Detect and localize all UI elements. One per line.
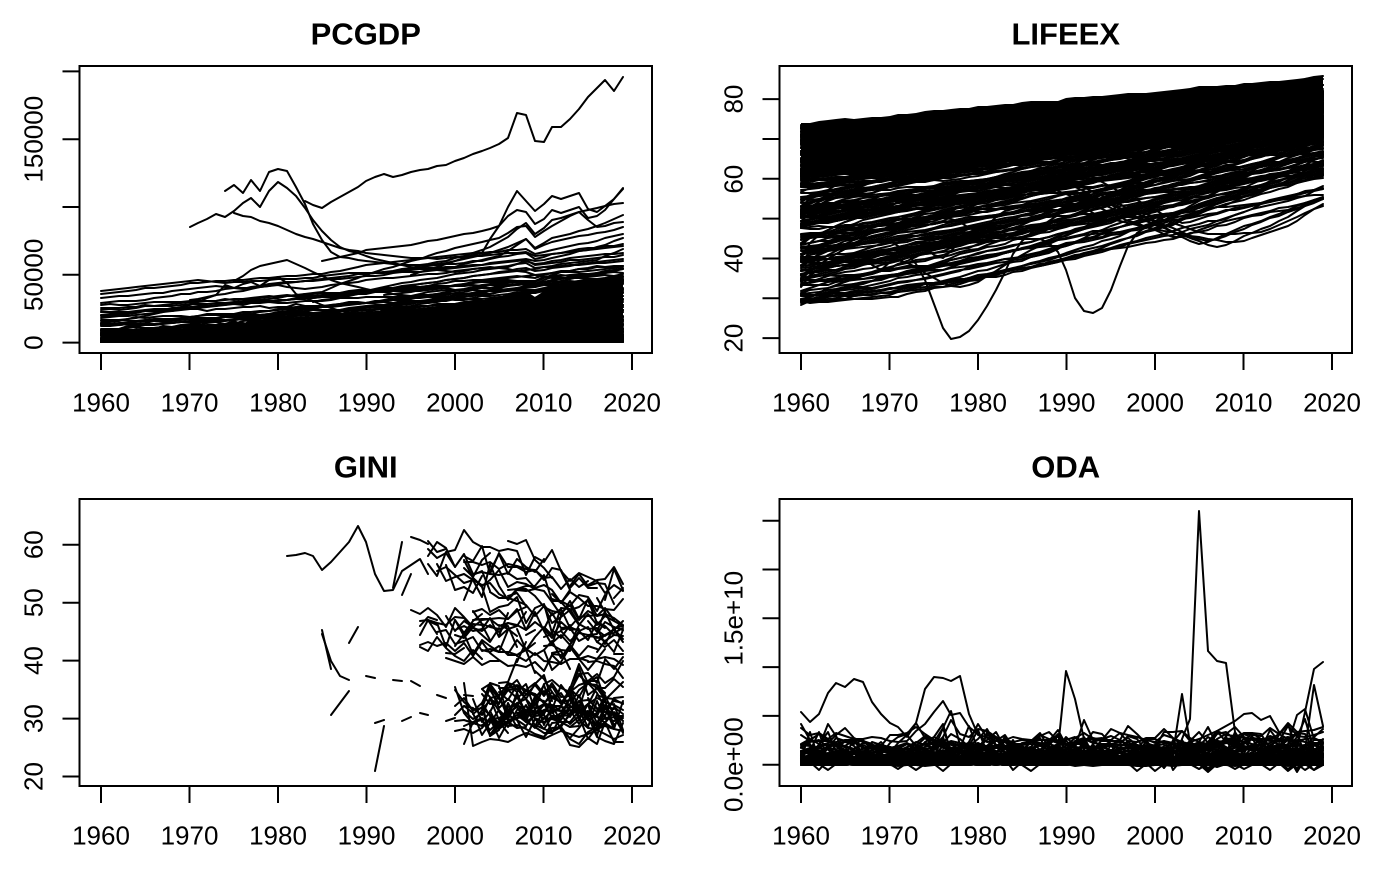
svg-text:1990: 1990 [1038, 388, 1096, 418]
svg-text:0: 0 [18, 335, 48, 349]
svg-text:50000: 50000 [18, 239, 48, 311]
svg-text:60: 60 [18, 530, 48, 559]
svg-text:1980: 1980 [949, 388, 1007, 418]
svg-text:ODA: ODA [1031, 450, 1100, 485]
svg-text:1980: 1980 [249, 821, 307, 851]
svg-text:GINI: GINI [334, 450, 398, 485]
svg-text:1960: 1960 [772, 821, 830, 851]
svg-text:1.5e+10: 1.5e+10 [718, 571, 748, 666]
svg-text:2000: 2000 [426, 388, 484, 418]
svg-text:1990: 1990 [338, 388, 396, 418]
svg-text:150000: 150000 [18, 96, 48, 183]
svg-text:2010: 2010 [1215, 388, 1273, 418]
svg-text:2000: 2000 [426, 821, 484, 851]
svg-text:1970: 1970 [861, 388, 919, 418]
svg-text:20: 20 [18, 762, 48, 791]
svg-text:2010: 2010 [515, 821, 573, 851]
svg-text:2010: 2010 [515, 388, 573, 418]
svg-text:PCGDP: PCGDP [311, 17, 421, 52]
svg-text:1990: 1990 [1038, 821, 1096, 851]
svg-text:1960: 1960 [772, 388, 830, 418]
svg-text:40: 40 [18, 646, 48, 675]
svg-text:1960: 1960 [72, 388, 130, 418]
svg-text:1970: 1970 [161, 821, 219, 851]
svg-text:80: 80 [718, 85, 748, 114]
svg-text:60: 60 [718, 165, 748, 194]
svg-text:1980: 1980 [249, 388, 307, 418]
svg-text:0.0e+00: 0.0e+00 [718, 717, 748, 812]
svg-text:40: 40 [718, 244, 748, 273]
svg-text:30: 30 [18, 704, 48, 733]
svg-text:2000: 2000 [1126, 821, 1184, 851]
svg-text:1970: 1970 [861, 821, 919, 851]
svg-text:LIFEEX: LIFEEX [1011, 17, 1120, 52]
svg-text:1960: 1960 [72, 821, 130, 851]
svg-text:2000: 2000 [1126, 388, 1184, 418]
svg-text:1970: 1970 [161, 388, 219, 418]
svg-text:2020: 2020 [603, 821, 661, 851]
svg-text:50: 50 [18, 588, 48, 617]
svg-text:2020: 2020 [1303, 821, 1361, 851]
svg-text:1980: 1980 [949, 821, 1007, 851]
svg-text:2020: 2020 [603, 388, 661, 418]
svg-text:2010: 2010 [1215, 821, 1273, 851]
svg-text:1990: 1990 [338, 821, 396, 851]
svg-text:20: 20 [718, 324, 748, 353]
svg-text:2020: 2020 [1303, 388, 1361, 418]
